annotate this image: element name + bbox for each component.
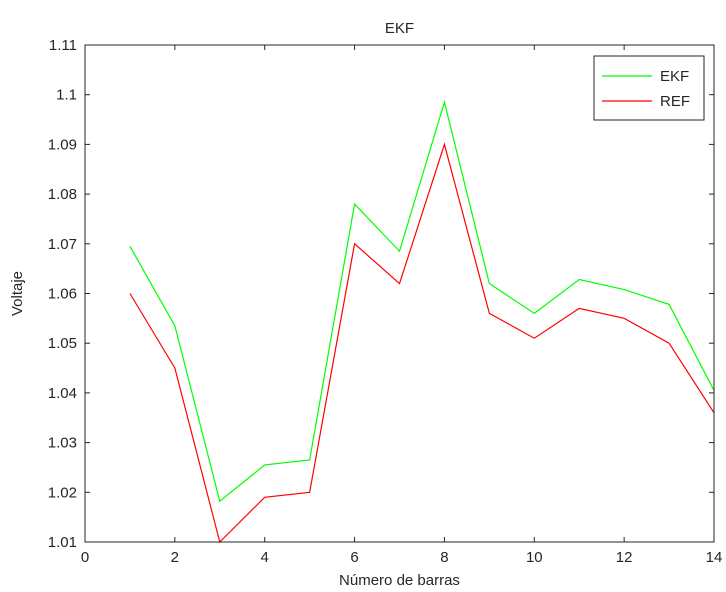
- data-point-ekf: [173, 324, 176, 327]
- x-tick-label: 0: [81, 549, 89, 566]
- legend: EKF REF: [593, 55, 705, 121]
- data-point-ref: [488, 312, 491, 315]
- x-tick-label: 10: [526, 549, 543, 566]
- y-axis-ticks: 1.011.021.031.041.051.061.071.081.091.11…: [48, 37, 714, 551]
- x-tick-label: 14: [706, 549, 723, 566]
- x-tick-label: 2: [171, 549, 179, 566]
- data-point-ref: [128, 292, 131, 295]
- y-tick-label: 1.04: [48, 385, 77, 402]
- data-point-ekf: [623, 288, 626, 291]
- y-tick-label: 1.09: [48, 136, 77, 153]
- data-point-ref: [443, 143, 446, 146]
- legend-box: [593, 55, 705, 121]
- y-axis-label: Voltaje: [9, 271, 26, 316]
- data-point-ref: [668, 342, 671, 345]
- series-layer: [128, 99, 715, 544]
- data-point-ref: [308, 491, 311, 494]
- data-point-ekf: [398, 250, 401, 253]
- x-tick-label: 6: [350, 549, 358, 566]
- data-point-ekf: [443, 101, 446, 104]
- y-tick-label: 1.02: [48, 484, 77, 501]
- data-point-ekf: [668, 303, 671, 306]
- y-tick-label: 1.1: [56, 87, 77, 104]
- y-tick-label: 1.03: [48, 435, 77, 452]
- data-point-ref: [398, 282, 401, 285]
- chart-title: EKF: [385, 20, 414, 37]
- data-point-ekf: [578, 278, 581, 281]
- y-tick-label: 1.06: [48, 286, 77, 303]
- x-tick-label: 4: [261, 549, 269, 566]
- data-point-ekf: [218, 500, 221, 503]
- data-point-ekf: [353, 203, 356, 206]
- data-point-ekf: [308, 458, 311, 461]
- data-point-ref: [533, 337, 536, 340]
- legend-label-ekf: EKF: [660, 68, 689, 85]
- data-point-ekf: [263, 463, 266, 466]
- series-line-ref: [129, 142, 715, 544]
- x-axis-label: Número de barras: [339, 572, 460, 589]
- data-point-ref: [623, 317, 626, 320]
- y-tick-label: 1.08: [48, 186, 77, 203]
- x-tick-label: 12: [616, 549, 633, 566]
- legend-label-ref: REF: [660, 93, 690, 110]
- data-point-ref: [173, 367, 176, 370]
- plot-area: [85, 45, 714, 542]
- data-point-ref: [578, 307, 581, 310]
- data-point-ref: [263, 496, 266, 499]
- x-tick-label: 8: [440, 549, 448, 566]
- y-tick-label: 1.05: [48, 335, 77, 352]
- data-point-ref: [353, 242, 356, 245]
- data-point-ekf: [533, 312, 536, 315]
- y-tick-label: 1.01: [48, 534, 77, 551]
- series-line-ekf: [129, 99, 715, 503]
- data-point-ekf: [128, 245, 131, 248]
- data-point-ekf: [488, 282, 491, 285]
- x-axis-ticks: 0 2 4 6 8 10 12 14: [81, 45, 723, 566]
- y-tick-label: 1.11: [49, 37, 77, 54]
- y-tick-label: 1.07: [48, 236, 77, 253]
